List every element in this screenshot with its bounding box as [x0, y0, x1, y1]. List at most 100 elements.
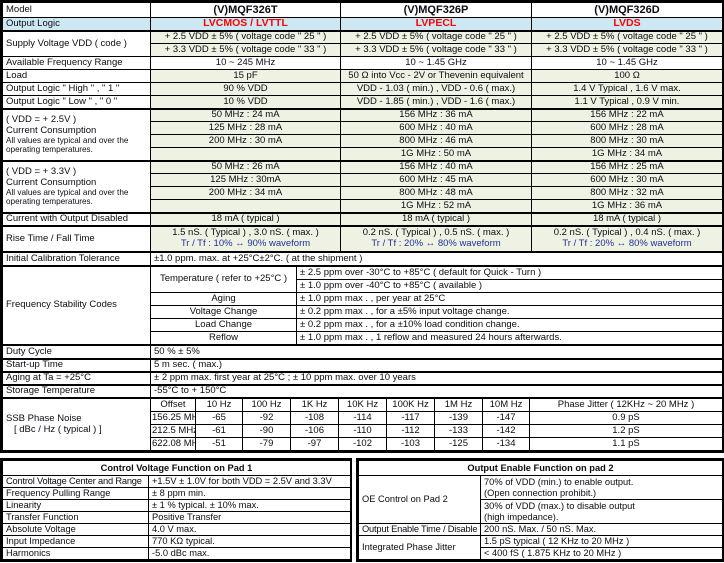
pad2-oe-enable-line1: 70% of VDD (min.) to enable output.: [484, 477, 634, 488]
bottom-tables: Control Voltage Function on Pad 1 Contro…: [0, 458, 724, 563]
pad1-label-3: Linearity: [2, 499, 149, 513]
ssb-label-line1: SSB Phase Noise: [6, 413, 82, 425]
pad2-oe-enable: 70% of VDD (min.) to enable output. (Ope…: [479, 475, 724, 501]
cc33-line-3: All values are typical and over the: [6, 187, 129, 197]
cc33-t-2: 125 MHz : 30mA: [150, 173, 341, 188]
frequency-range-row: Available Frequency Range 10 ~ 245 MHz 1…: [2, 56, 723, 71]
rise-fall-d-line1: 0.2 nS. ( Typical ) , 0.4 nS. ( max. ): [553, 227, 701, 239]
aging-value: ± 2 ppm max. first year at 25°C ; ± 10 p…: [150, 370, 723, 386]
ssb-622-10khz: -102: [338, 437, 387, 452]
pad2-time-value: 200 nS. Max. / 50 nS. Max.: [479, 523, 724, 537]
logic-low-label: Output Logic " Low " , " 0 ": [2, 95, 151, 110]
pad1-row-4: Transfer Function Positive Transfer: [2, 511, 351, 525]
logic-low-row: Output Logic " Low " , " 0 " 10 % VDD VD…: [2, 95, 723, 110]
rise-fall-t: 1.5 nS. ( Typical ) , 3.0 nS. ( max. ) T…: [150, 224, 341, 253]
model-name-326t: (V)MQF326T: [150, 2, 341, 18]
pad1-label-7: Harmonics: [2, 547, 149, 561]
cc33-label: ( VDD = + 3.3V ) Current Consumption All…: [2, 159, 151, 214]
supply-33-t: + 3.3 VDD ± 5% ( voltage code " 33 " ): [150, 43, 341, 58]
cc33-line-2: Current Consumption: [6, 176, 97, 188]
cc25-row-3: 200 MHz : 30 mA 800 MHz : 46 mA 800 MHz …: [3, 134, 723, 149]
ssb-col-100hz: 100 Hz: [242, 398, 291, 413]
supply-25-d: + 2.5 VDD ± 5% ( voltage code " 25 " ): [531, 29, 723, 45]
pad2-oe-disable-line2: (high impedance).: [484, 511, 559, 522]
cc25-line-3: All values are typical and over the: [6, 135, 129, 145]
rise-fall-row: Rise Time / Fall Time 1.5 nS. ( Typical …: [2, 224, 723, 253]
output-logic-row: Output Logic LVCMOS / LVTTL LVPECL LVDS: [2, 16, 723, 32]
high-t: 90 % VDD: [150, 82, 341, 97]
cc33-d-1: 156 MHz : 25 mA: [531, 159, 723, 175]
cc33-line-1: ( VDD = + 3.3V ): [6, 166, 77, 178]
storage-value: -55°C to + 150°C: [150, 383, 723, 399]
startup-row: Start-up Time 5 m sec. ( max.): [2, 357, 723, 373]
cc25-d-2: 600 MHz : 28 mA: [531, 121, 723, 136]
cc33-p-2: 600 MHz : 45 mA: [340, 173, 532, 188]
stability-row-1: Frequency Stability Codes Temperature ( …: [2, 266, 723, 346]
ssb-156-1khz: -108: [290, 411, 339, 426]
pad2-jitter-label: Integrated Phase Jitter: [358, 535, 481, 561]
cc33-t-4: [150, 199, 341, 214]
supply-33-d: + 3.3 VDD ± 5% ( voltage code " 33 " ): [531, 43, 723, 58]
pad2-oe-label: OE Control on Pad 2: [358, 475, 481, 525]
ssb-col-100khz: 100K Hz: [386, 398, 435, 413]
cc25-row-1: ( VDD = + 2.5V ) Current Consumption All…: [2, 107, 723, 162]
cc25-d-4: 1G MHz : 34 mA: [531, 147, 723, 162]
load-row: Load 15 pF 50 Ω into Vcc - 2V or Theveni…: [2, 69, 723, 84]
storage-row: Storage Temperature -55°C to + 150°C: [2, 383, 723, 399]
ssb-212-10khz: -110: [338, 424, 387, 439]
ssb-156-jitter: 0.9 pS: [529, 411, 723, 426]
cc33-d-2: 600 MHz : 30 mA: [531, 173, 723, 188]
rise-fall-d: 0.2 nS. ( Typical ) , 0.4 nS. ( max. ) T…: [531, 224, 723, 253]
cc33-row-4: 1G MHz : 52 mA 1G MHz : 36 mA: [3, 199, 723, 214]
load-t: 15 pF: [150, 69, 341, 84]
aging-row: Aging at Ta = +25°C ± 2 ppm max. first y…: [2, 370, 723, 386]
cc33-row-2: 125 MHz : 30mA 600 MHz : 45 mA 600 MHz :…: [3, 173, 723, 188]
ssb-row-156: 156.25 MHz -65 -92 -108 -114 -117 -139 -…: [3, 411, 723, 426]
freq-range-p: 10 ~ 1.45 GHz: [340, 56, 532, 71]
ssb-col-offset: Offset: [150, 398, 196, 413]
ssb-622-jitter: 1.1 pS: [529, 437, 723, 452]
stability-aging-name: Aging: [150, 292, 297, 307]
ssb-622-freq: 622.08 MHz: [150, 437, 196, 452]
stability-voltage-value: ± 0.2 ppm max . , for a ±5% input voltag…: [296, 305, 723, 320]
cc25-p-1: 156 MHz : 36 mA: [340, 107, 532, 123]
cc33-p-3: 800 MHz : 48 mA: [340, 186, 532, 201]
ssb-label-line2: [ dBc / Hz ( typical ) ]: [14, 423, 102, 435]
pad1-value-6: 770 KΩ typical.: [148, 535, 351, 549]
init-cal-table: Initial Calibration Tolerance ±1.0 ppm. …: [2, 252, 723, 267]
stability-row-5: Load Change ± 0.2 ppm max . , for a ±10%…: [3, 318, 723, 333]
ssb-row-212: 212.5 MHz -61 -90 -106 -110 -112 -133 -1…: [3, 424, 723, 439]
low-p: VDD - 1.85 ( min.) , VDD - 1.6 ( max.): [340, 95, 532, 110]
supply-25-p: + 2.5 VDD ± 5% ( voltage code " 25 " ): [340, 29, 532, 45]
ssb-212-10mhz: -142: [482, 424, 530, 439]
ssb-622-10hz: -51: [195, 437, 243, 452]
ssb-156-10hz: -65: [195, 411, 243, 426]
pad2-title: Output Enable Function on pad 2: [357, 460, 724, 477]
logic-high-label: Output Logic " High " , " 1 ": [2, 82, 151, 97]
model-label: Model: [2, 2, 151, 18]
cc33-row-3: 200 MHz : 34 mA 800 MHz : 48 mA 800 MHz …: [3, 186, 723, 201]
pad2-title-row: Output Enable Function on pad 2: [357, 460, 724, 477]
logic-high-row: Output Logic " High " , " 1 " 90 % VDD V…: [2, 82, 723, 97]
init-cal-row: Initial Calibration Tolerance ±1.0 ppm. …: [2, 252, 723, 267]
cc25-p-3: 800 MHz : 46 mA: [340, 134, 532, 149]
model-row: Model (V)MQF326T (V)MQF326P (V)MQF326D: [2, 2, 723, 18]
supply-voltage-label: Supply Voltage VDD ( code ): [2, 29, 151, 58]
ssb-col-1mhz: 1M Hz: [434, 398, 483, 413]
ssb-col-jitter: Phase Jitter ( 12KHz ~ 20 MHz ): [529, 398, 723, 413]
cc25-t-3: 200 MHz : 30 mA: [150, 134, 341, 149]
control-voltage-table: Control Voltage Function on Pad 1 Contro…: [0, 458, 352, 563]
model-name-326d: (V)MQF326D: [531, 2, 723, 18]
ssb-156-1mhz: -139: [434, 411, 483, 426]
rise-fall-t-line1: 1.5 nS. ( Typical ) , 3.0 nS. ( max. ): [172, 227, 319, 239]
pad2-jitter-value-2: < 400 fS ( 1.875 KHz to 20 MHz ): [479, 547, 724, 561]
pad2-oe-disable: 30% of VDD (max.) to disable output (hig…: [479, 499, 724, 525]
ssb-phase-noise-table: SSB Phase Noise [ dBc / Hz ( typical ) ]…: [2, 398, 723, 452]
ssb-156-10mhz: -147: [482, 411, 530, 426]
stability-temp-value-2: ± 1.0 ppm over -40°C to +85°C ( availabl…: [296, 279, 723, 294]
ssb-622-100hz: -79: [242, 437, 291, 452]
stability-row-6: Reflow ± 1.0 ppm max . , 1 reflow and me…: [3, 331, 723, 346]
cc25-p-4: 1G MHz : 50 mA: [340, 147, 532, 162]
ssb-212-jitter: 1.2 pS: [529, 424, 723, 439]
ssb-212-1mhz: -133: [434, 424, 483, 439]
